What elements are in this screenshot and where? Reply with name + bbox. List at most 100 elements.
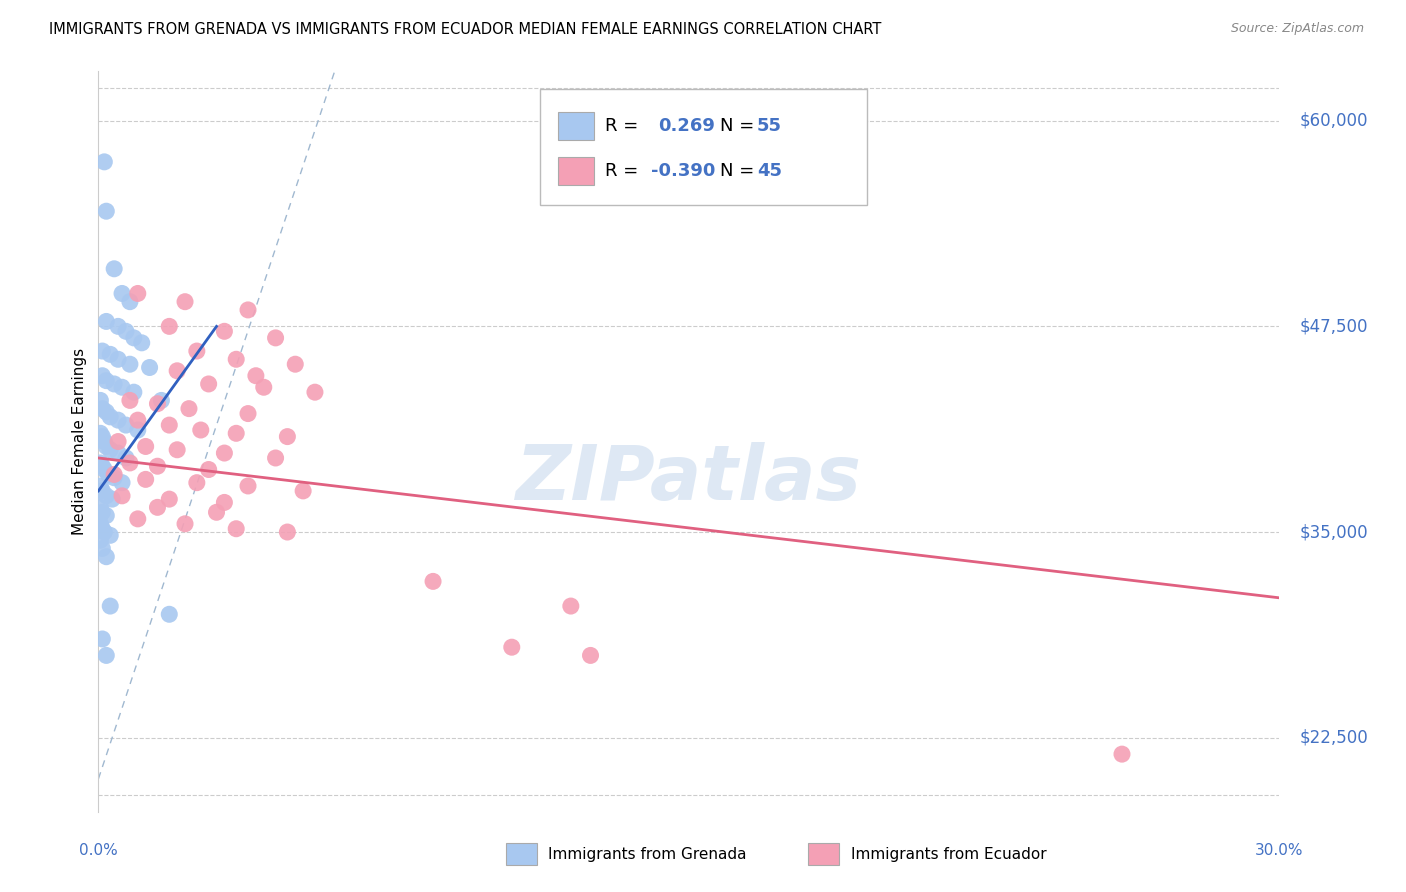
Point bbox=[122, 331, 145, 345]
Point bbox=[166, 442, 188, 457]
Point bbox=[276, 524, 298, 539]
Point bbox=[107, 319, 129, 334]
Text: $35,000: $35,000 bbox=[1299, 523, 1368, 541]
Point bbox=[1111, 747, 1133, 761]
Point bbox=[245, 368, 267, 383]
Point bbox=[118, 456, 141, 470]
Point bbox=[91, 632, 114, 646]
Point bbox=[138, 360, 160, 375]
Point bbox=[98, 528, 121, 542]
Point bbox=[205, 505, 228, 519]
Point bbox=[91, 429, 114, 443]
Point bbox=[93, 434, 115, 449]
Point bbox=[157, 319, 180, 334]
Point bbox=[225, 352, 247, 367]
Point bbox=[96, 314, 118, 328]
Point bbox=[122, 385, 145, 400]
Point bbox=[146, 397, 169, 411]
Point bbox=[111, 286, 134, 301]
Point bbox=[89, 500, 111, 515]
Point bbox=[103, 376, 125, 391]
Point bbox=[89, 426, 111, 441]
Point bbox=[101, 492, 124, 507]
Point bbox=[107, 434, 129, 449]
Point bbox=[135, 472, 157, 486]
Point bbox=[127, 286, 149, 301]
Point bbox=[146, 500, 169, 515]
Point bbox=[118, 393, 141, 408]
Point bbox=[150, 393, 173, 408]
Point bbox=[177, 401, 200, 416]
Text: $47,500: $47,500 bbox=[1299, 318, 1368, 335]
Point bbox=[264, 450, 287, 465]
Point bbox=[91, 483, 114, 498]
Text: ZIPatlas: ZIPatlas bbox=[516, 442, 862, 516]
Point bbox=[93, 524, 115, 539]
Point bbox=[131, 335, 153, 350]
Point bbox=[91, 505, 114, 519]
Point bbox=[214, 446, 236, 460]
Point bbox=[111, 475, 134, 490]
Point bbox=[146, 459, 169, 474]
Point bbox=[91, 541, 114, 556]
Point bbox=[89, 456, 111, 470]
Point bbox=[118, 357, 141, 371]
Point bbox=[115, 418, 138, 433]
Point bbox=[166, 364, 188, 378]
Point bbox=[96, 204, 118, 219]
Point bbox=[284, 357, 307, 371]
Point bbox=[96, 440, 118, 454]
Point bbox=[111, 380, 134, 394]
Text: 0.0%: 0.0% bbox=[79, 843, 118, 858]
Point bbox=[107, 446, 129, 460]
Y-axis label: Median Female Earnings: Median Female Earnings bbox=[72, 348, 87, 535]
Text: 55: 55 bbox=[756, 117, 782, 135]
Point bbox=[579, 648, 602, 663]
Point bbox=[190, 423, 212, 437]
Point bbox=[98, 347, 121, 361]
Point bbox=[264, 331, 287, 345]
Point bbox=[157, 492, 180, 507]
Text: 45: 45 bbox=[756, 161, 782, 180]
Point bbox=[89, 516, 111, 531]
Point bbox=[127, 423, 149, 437]
Point bbox=[214, 495, 236, 509]
Text: Immigrants from Grenada: Immigrants from Grenada bbox=[548, 847, 747, 862]
Point bbox=[157, 418, 180, 433]
Point bbox=[98, 409, 121, 424]
Point bbox=[103, 261, 125, 276]
Point bbox=[89, 533, 111, 548]
Text: 0.269: 0.269 bbox=[658, 117, 716, 135]
Text: $22,500: $22,500 bbox=[1299, 729, 1368, 747]
Point bbox=[107, 413, 129, 427]
Point bbox=[197, 376, 219, 391]
Point bbox=[135, 440, 157, 454]
Point bbox=[91, 459, 114, 474]
Text: Source: ZipAtlas.com: Source: ZipAtlas.com bbox=[1230, 22, 1364, 36]
Point bbox=[98, 599, 121, 613]
Point bbox=[197, 462, 219, 476]
Point bbox=[501, 640, 523, 655]
Point bbox=[118, 294, 141, 309]
Point bbox=[276, 429, 298, 443]
Point bbox=[225, 426, 247, 441]
Point bbox=[89, 393, 111, 408]
Text: Immigrants from Ecuador: Immigrants from Ecuador bbox=[851, 847, 1046, 862]
Point bbox=[236, 407, 259, 421]
Point bbox=[127, 413, 149, 427]
Point bbox=[89, 479, 111, 493]
Text: R =: R = bbox=[605, 161, 644, 180]
Point bbox=[174, 294, 197, 309]
Point bbox=[96, 648, 118, 663]
Point bbox=[186, 475, 208, 490]
Point bbox=[115, 450, 138, 465]
Point bbox=[236, 479, 259, 493]
Point bbox=[96, 549, 118, 564]
Point bbox=[91, 344, 114, 359]
Text: R =: R = bbox=[605, 117, 650, 135]
Point bbox=[103, 467, 125, 482]
Point bbox=[157, 607, 180, 622]
Point bbox=[292, 483, 315, 498]
Point bbox=[186, 344, 208, 359]
Text: N =: N = bbox=[720, 117, 761, 135]
